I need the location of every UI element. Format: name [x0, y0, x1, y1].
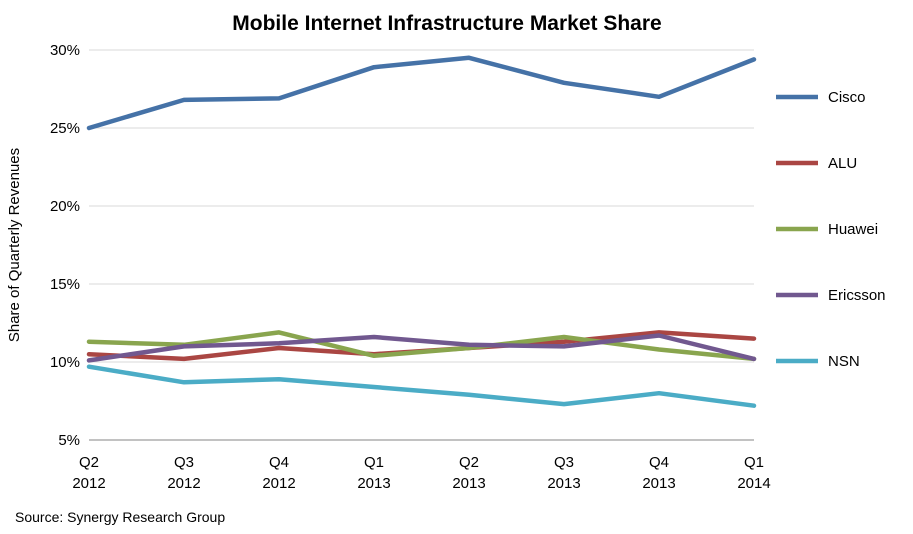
x-tick-label: Q4 2012 [262, 454, 295, 492]
series-line-cisco [86, 55, 757, 131]
legend-label: ALU [828, 155, 857, 172]
x-tick-label: Q4 2013 [642, 454, 675, 492]
x-tick-label: Q1 2013 [357, 454, 390, 492]
x-tick-label: Q3 2012 [167, 454, 200, 492]
legend-label: Huawei [828, 221, 878, 238]
y-axis-title: Share of Quarterly Revenues [6, 148, 23, 342]
y-tick-label: 10% [50, 354, 80, 371]
x-tick-label: Q1 2014 [737, 454, 770, 492]
chart-title: Mobile Internet Infrastructure Market Sh… [232, 12, 661, 35]
y-tick-label: 20% [50, 198, 80, 215]
legend-label: Cisco [828, 89, 866, 106]
series-lines [86, 55, 757, 408]
series-line-huawei [86, 330, 757, 362]
y-tick-label: 30% [50, 42, 80, 59]
series-line-nsn [86, 364, 757, 408]
x-tick-label: Q2 2013 [452, 454, 485, 492]
x-axis-ticks: Q2 2012 Q3 2012 Q4 2012 Q1 2013 Q2 2013 Q3 2013 Q4 20… [72, 454, 770, 492]
x-tick-label: Q2 2012 [72, 454, 105, 492]
legend-label: Ericsson [828, 287, 886, 304]
series-line-ericsson [86, 333, 757, 363]
legend: Cisco ALU Huawei Ericsson NSN [776, 89, 886, 370]
legend-label: NSN [828, 353, 860, 370]
y-tick-label: 25% [50, 120, 80, 137]
y-tick-label: 5% [58, 432, 80, 449]
y-axis-ticks: 5% 10% 15% 20% 25% 30% [50, 42, 80, 449]
x-tick-label: Q3 2013 [547, 454, 580, 492]
gridlines [89, 49, 754, 363]
source-note: Source: Synergy Research Group [15, 509, 225, 525]
y-tick-label: 15% [50, 276, 80, 293]
